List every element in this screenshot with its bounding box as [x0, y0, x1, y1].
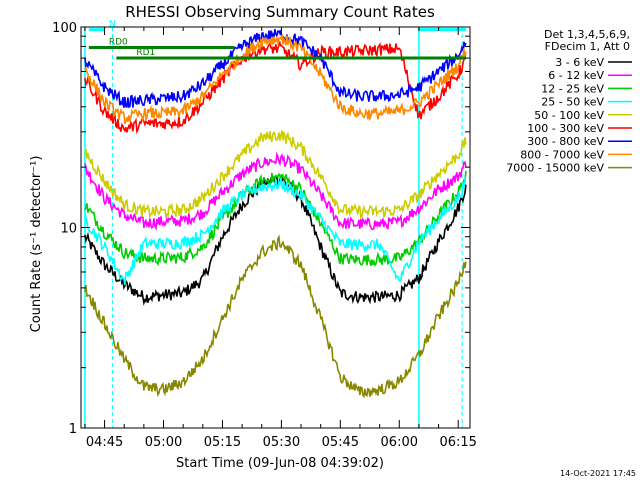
legend-label-6: 300 - 800 keV [527, 135, 604, 148]
x-axis: 04:45 05:00 05:15 05:30 05:45 06:00 06:15 [84, 27, 477, 450]
series-line-4 [84, 130, 467, 219]
legend-label-5: 100 - 300 keV [527, 122, 604, 135]
legend-label-8: 7000 - 15000 keV [506, 162, 604, 175]
x-tick-label-6: 06:15 [439, 435, 476, 450]
plot-area: N RD0 RD1 [80, 20, 471, 429]
chart-title: RHESSI Observing Summary Count Rates [125, 3, 435, 21]
legend-label-3: 25 - 50 keV [541, 96, 604, 109]
series-line-3 [84, 176, 467, 286]
x-tick-label-3: 05:30 [263, 435, 300, 450]
flag-label-3: RD1 [136, 48, 155, 58]
y-tick-label-1: 10 [60, 222, 77, 237]
x-tick-label-4: 05:45 [322, 435, 359, 450]
x-tick-label-2: 05:15 [204, 435, 241, 450]
x-tick-label-5: 06:00 [381, 435, 418, 450]
series-line-6 [84, 29, 467, 109]
legend-label-1: 6 - 12 keV [548, 69, 604, 82]
series-line-1 [84, 151, 467, 231]
series-line-2 [84, 171, 467, 267]
timestamp: 14-Oct-2021 17:45 [560, 469, 636, 478]
series-line-5 [84, 40, 467, 135]
x-tick-label-1: 05:00 [145, 435, 182, 450]
legend-label-2: 12 - 25 keV [541, 82, 604, 95]
series-line-8 [84, 234, 467, 399]
flag-label-0: N [109, 20, 116, 30]
y-tick-label-2: 100 [52, 21, 77, 36]
legend-header-line-2: FDecim 1, Att 0 [545, 40, 630, 53]
y-tick-label-0: 1 [69, 422, 77, 437]
y-axis-label: Count Rate (s⁻¹ detector⁻¹) [29, 156, 44, 333]
x-axis-label: Start Time (09-Jun-08 04:39:02) [176, 456, 384, 471]
legend-label-0: 3 - 6 keV [555, 56, 604, 69]
x-tick-label-0: 04:45 [86, 435, 123, 450]
flag-label-2: RD0 [109, 38, 128, 48]
legend-label-4: 50 - 100 keV [534, 109, 604, 122]
legend-header-line-1: Det 1,3,4,5,6,9, [544, 28, 630, 41]
legend-label-7: 800 - 7000 keV [520, 148, 604, 161]
series-line-0 [84, 175, 467, 306]
series-line-7 [84, 33, 467, 125]
legend-header: Det 1,3,4,5,6,9, FDecim 1, Att 0 [544, 28, 630, 53]
y-axis: 1 10 100 [52, 21, 470, 437]
